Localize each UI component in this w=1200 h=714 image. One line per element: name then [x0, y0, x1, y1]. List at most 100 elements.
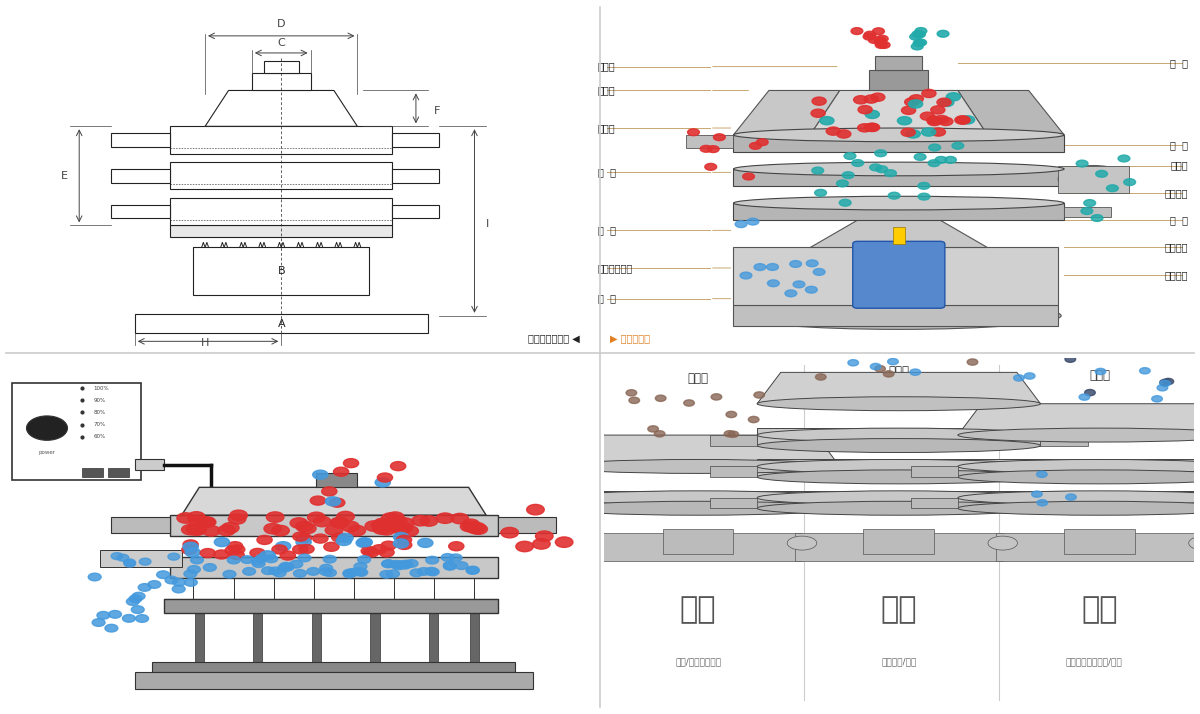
Polygon shape	[181, 488, 486, 516]
Circle shape	[960, 341, 971, 348]
Circle shape	[1096, 368, 1106, 375]
Text: 70%: 70%	[94, 422, 106, 427]
Text: 单层式: 单层式	[688, 373, 708, 386]
Circle shape	[230, 510, 247, 521]
Circle shape	[307, 568, 319, 575]
Ellipse shape	[757, 428, 1040, 442]
Circle shape	[451, 513, 468, 524]
Circle shape	[311, 496, 325, 505]
Ellipse shape	[988, 536, 1018, 550]
Circle shape	[313, 534, 328, 543]
Circle shape	[361, 546, 377, 555]
Circle shape	[390, 461, 406, 471]
Circle shape	[444, 563, 456, 570]
Circle shape	[888, 358, 899, 365]
Circle shape	[944, 156, 956, 164]
Text: C: C	[277, 38, 286, 48]
Bar	[112, 133, 170, 147]
Bar	[686, 135, 733, 149]
Circle shape	[372, 545, 386, 554]
Text: 去除液体中的颗粒/异物: 去除液体中的颗粒/异物	[1066, 657, 1122, 666]
Circle shape	[251, 557, 264, 565]
Circle shape	[1110, 351, 1121, 357]
Circle shape	[910, 369, 920, 376]
Circle shape	[347, 568, 360, 576]
Circle shape	[455, 562, 468, 570]
Circle shape	[187, 512, 205, 522]
Text: 筛  网: 筛 网	[1170, 58, 1188, 68]
Text: 束  环: 束 环	[598, 167, 616, 177]
Circle shape	[468, 523, 486, 533]
Circle shape	[198, 517, 216, 528]
Circle shape	[92, 619, 106, 626]
Circle shape	[394, 560, 407, 568]
Circle shape	[884, 170, 896, 176]
Circle shape	[319, 564, 332, 572]
Circle shape	[844, 153, 856, 159]
Circle shape	[260, 550, 275, 560]
Circle shape	[767, 263, 779, 271]
Circle shape	[228, 514, 246, 524]
Circle shape	[928, 117, 942, 126]
Bar	[1040, 435, 1087, 446]
Circle shape	[124, 560, 136, 567]
Circle shape	[740, 272, 752, 279]
Bar	[794, 533, 1003, 560]
Circle shape	[828, 343, 838, 349]
Bar	[134, 672, 533, 690]
Circle shape	[967, 359, 978, 365]
Circle shape	[181, 545, 197, 554]
Circle shape	[437, 513, 454, 523]
Circle shape	[203, 526, 220, 536]
Circle shape	[629, 397, 640, 403]
Bar	[863, 529, 935, 553]
Text: 颗粒/粉末准确分级: 颗粒/粉末准确分级	[676, 657, 721, 666]
Circle shape	[888, 192, 900, 199]
Bar	[134, 460, 164, 470]
Circle shape	[931, 128, 946, 136]
Polygon shape	[810, 91, 988, 135]
Circle shape	[410, 569, 422, 577]
Circle shape	[138, 583, 151, 591]
Circle shape	[906, 130, 920, 138]
Circle shape	[655, 395, 666, 401]
Bar	[392, 169, 439, 183]
Circle shape	[467, 523, 485, 534]
Circle shape	[901, 106, 916, 114]
Circle shape	[955, 351, 966, 357]
Polygon shape	[733, 248, 1058, 306]
Text: I: I	[486, 218, 490, 228]
Bar	[170, 162, 392, 189]
Circle shape	[389, 560, 402, 568]
Circle shape	[392, 562, 404, 570]
Circle shape	[1115, 347, 1126, 353]
Ellipse shape	[794, 534, 1003, 552]
Bar	[170, 226, 392, 237]
Text: 80%: 80%	[94, 410, 106, 415]
Circle shape	[365, 521, 383, 531]
Circle shape	[812, 97, 826, 105]
Text: 弹  簧: 弹 簧	[598, 226, 616, 236]
Text: 去除异物/结块: 去除异物/结块	[881, 657, 917, 666]
Circle shape	[420, 516, 438, 526]
Circle shape	[974, 313, 985, 320]
Circle shape	[313, 470, 328, 479]
Ellipse shape	[958, 428, 1200, 442]
Circle shape	[726, 411, 737, 418]
Bar	[392, 133, 439, 147]
Bar	[1040, 466, 1087, 477]
Circle shape	[858, 106, 872, 114]
Circle shape	[872, 28, 884, 35]
Circle shape	[918, 193, 930, 200]
Circle shape	[748, 218, 758, 225]
Text: 双层式: 双层式	[1090, 369, 1110, 382]
Text: 除杂: 除杂	[1081, 595, 1117, 624]
Circle shape	[380, 570, 392, 578]
Bar	[152, 662, 516, 672]
Circle shape	[337, 511, 354, 522]
Text: 下部重锤: 下部重锤	[1164, 270, 1188, 280]
Circle shape	[330, 498, 344, 507]
Circle shape	[157, 571, 169, 578]
Circle shape	[1037, 500, 1048, 506]
Circle shape	[556, 537, 572, 548]
